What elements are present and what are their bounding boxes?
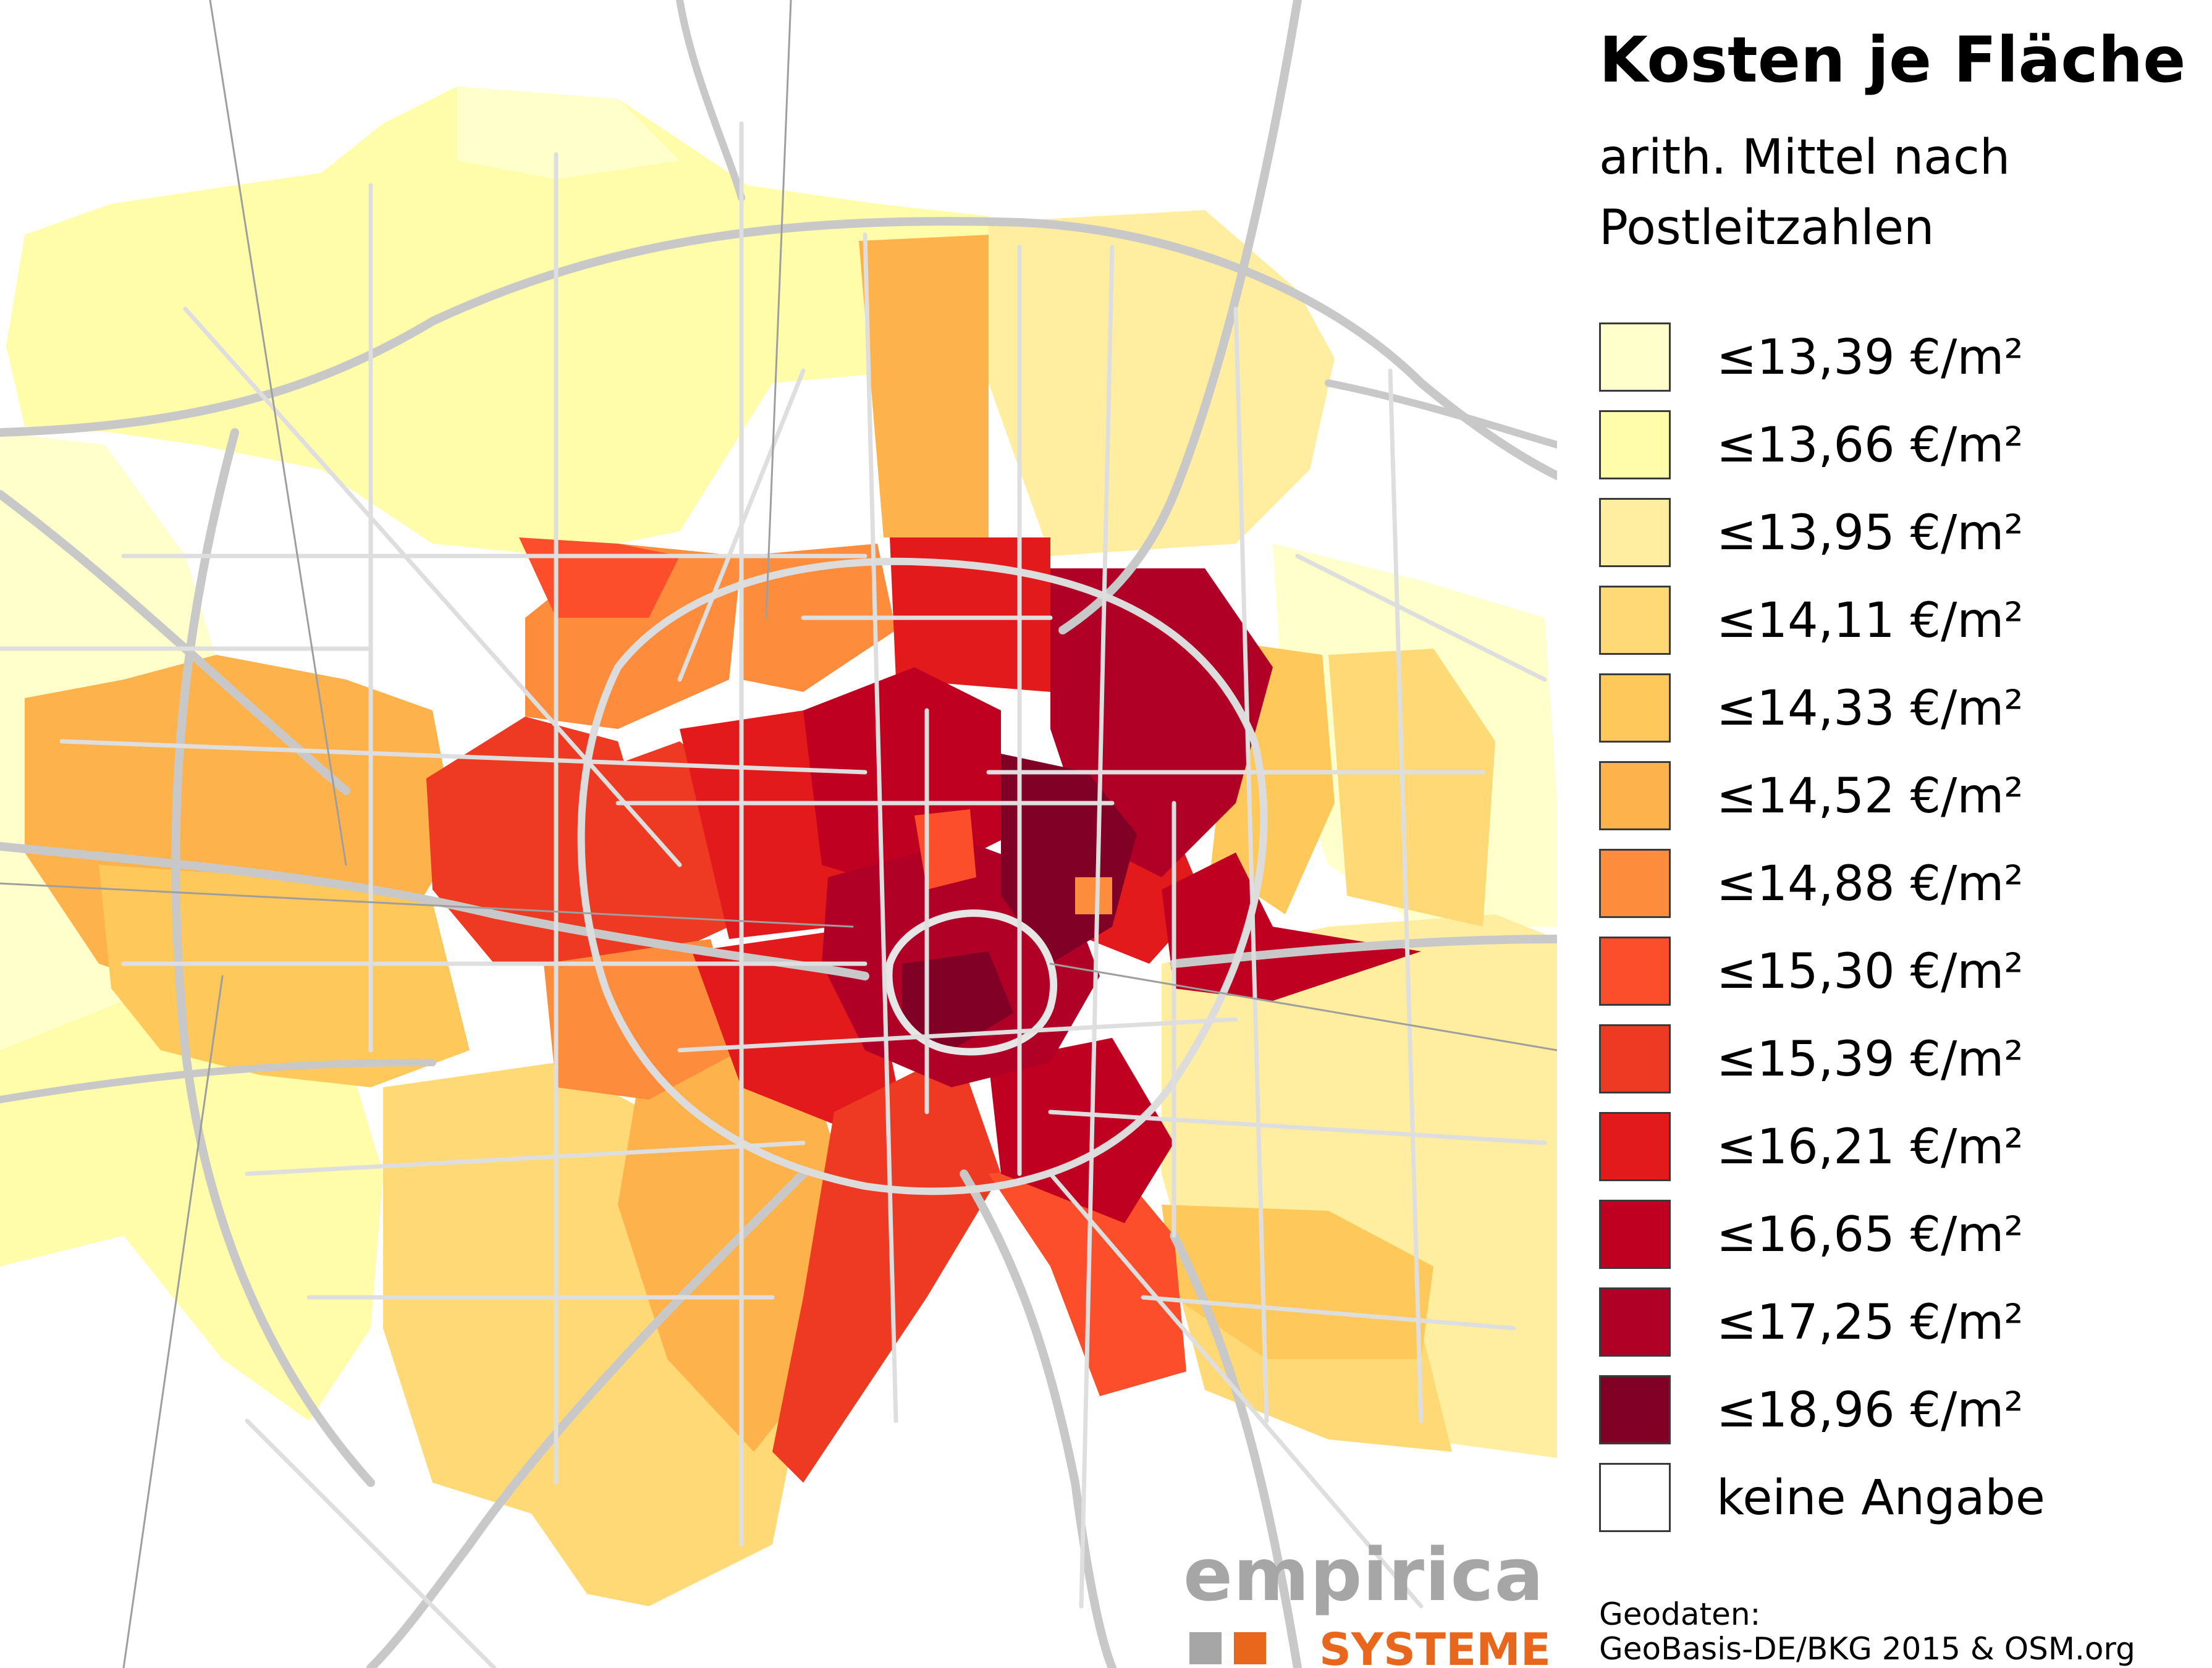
legend-label: ≤18,96 €/m² <box>1716 1383 2024 1438</box>
legend-label: ≤17,25 €/m² <box>1716 1295 2024 1350</box>
legend-panel: Kosten je Fläche arith. Mittel nach Post… <box>1557 0 2212 1668</box>
region-east-ring-2 <box>1328 649 1495 927</box>
region-southwest-outer <box>0 1001 383 1421</box>
motorway-west-long <box>0 1059 436 1103</box>
logo-square-grey <box>1189 1632 1222 1664</box>
map-svg <box>0 0 1557 1668</box>
legend-item: ≤15,39 €/m² <box>1599 1024 2155 1112</box>
legend-item: ≤18,96 €/m² <box>1599 1375 2155 1463</box>
legend-label: ≤15,39 €/m² <box>1716 1032 2024 1087</box>
logo-subtitle: SYSTEME <box>1319 1624 1551 1668</box>
legend-item: ≤14,33 €/m² <box>1599 673 2155 761</box>
legend-title: Kosten je Fläche <box>1599 23 2186 97</box>
region-south-outer <box>383 1063 803 1606</box>
motorway-west-ring <box>171 428 375 1487</box>
legend-label: ≤13,66 €/m² <box>1716 418 2024 473</box>
region-south-center-red <box>772 1050 1001 1483</box>
region-center-inner <box>914 809 976 890</box>
attribution-line-2: GeoBasis-DE/BKG 2015 & OSM.org <box>1599 1631 2135 1667</box>
legend-item: ≤16,21 €/m² <box>1599 1112 2155 1200</box>
legend-swatch <box>1599 586 1671 655</box>
motorway-north-top <box>676 0 745 201</box>
region-center-core-2 <box>902 951 1013 1050</box>
region-north-red <box>890 537 1050 692</box>
legend-swatch <box>1599 1287 1671 1357</box>
motorway-south <box>960 1169 1117 1668</box>
region-east-dark <box>1162 853 1421 1001</box>
motorway-north-ring <box>0 217 1557 480</box>
legend-item: ≤14,11 €/m² <box>1599 586 2155 673</box>
region-west-inner-red <box>544 741 741 964</box>
legend-label: ≤14,33 €/m² <box>1716 681 2024 736</box>
attribution: Geodaten: GeoBasis-DE/BKG 2015 & OSM.org <box>1599 1597 2135 1666</box>
legend-item: ≤13,95 €/m² <box>1599 498 2155 586</box>
legend-item: ≤16,65 €/m² <box>1599 1200 2155 1287</box>
legend-swatch <box>1599 673 1671 743</box>
region-layer <box>0 86 1557 1606</box>
motorway-northwest <box>0 490 350 795</box>
legend-swatch <box>1599 322 1671 392</box>
legend-item: ≤13,39 €/m² <box>1599 322 2155 410</box>
legend-item: ≤15,30 €/m² <box>1599 937 2155 1024</box>
legend-swatch <box>1599 761 1671 830</box>
legend-swatch <box>1599 498 1671 567</box>
empirica-logo: empirica SYSTEME <box>1183 1532 1566 1668</box>
legend-item: ≤17,25 €/m² <box>1599 1287 2155 1375</box>
legend-label: ≤13,95 €/m² <box>1716 505 2024 561</box>
region-center-inner-2 <box>1075 877 1112 914</box>
legend-label: ≤16,65 €/m² <box>1716 1207 2024 1263</box>
legend-item: ≤14,88 €/m² <box>1599 849 2155 937</box>
region-north-strip <box>859 235 989 537</box>
legend-swatch-no-data <box>1599 1463 1671 1532</box>
legend-swatch <box>1599 1024 1671 1093</box>
legend-label: ≤15,30 €/m² <box>1716 944 2024 1000</box>
motorway-north <box>1058 0 1302 634</box>
legend-item: ≤13,66 €/m² <box>1599 410 2155 498</box>
region-southwest-ring <box>544 939 741 1100</box>
road-layer <box>0 0 1557 1668</box>
legend-item: ≤14,52 €/m² <box>1599 761 2155 849</box>
street-grid <box>0 121 1547 1668</box>
legend-label-no-data: keine Angabe <box>1716 1470 2045 1526</box>
legend-label: ≤14,11 €/m² <box>1716 593 2024 649</box>
legend-item-no-data: keine Angabe <box>1599 1463 2155 1551</box>
choropleth-map[interactable] <box>0 0 1557 1668</box>
attribution-line-1: Geodaten: <box>1599 1596 1761 1632</box>
logo-square-orange <box>1234 1632 1266 1664</box>
logo-wordmark: empirica <box>1183 1532 1545 1617</box>
motorway-east <box>1170 935 1557 968</box>
legend-label: ≤14,88 €/m² <box>1716 856 2024 912</box>
legend-subtitle: arith. Mittel nach Postleitzahlen <box>1599 130 2011 256</box>
region-north-outer <box>6 86 1019 556</box>
motorway-northeast <box>1325 379 1557 449</box>
region-west-inner <box>99 865 470 1087</box>
legend-swatch <box>1599 1200 1671 1269</box>
region-southeast-ring <box>1162 1205 1433 1359</box>
legend-swatch <box>1599 1375 1671 1444</box>
railway-lines <box>0 0 1557 1668</box>
legend-label: ≤13,39 €/m² <box>1716 330 2024 385</box>
region-nw-outer <box>457 86 680 179</box>
legend-list: ≤13,39 €/m² ≤13,66 €/m² ≤13,95 €/m² ≤14,… <box>1599 322 2155 1551</box>
legend-label: ≤14,52 €/m² <box>1716 769 2024 824</box>
motorway-southeast <box>1170 1231 1302 1668</box>
motorway-southwest <box>366 1169 808 1668</box>
legend-swatch <box>1599 937 1671 1006</box>
legend-swatch <box>1599 849 1671 918</box>
region-north-mid <box>989 210 1335 556</box>
legend-label: ≤16,21 €/m² <box>1716 1119 2024 1175</box>
legend-swatch <box>1599 1112 1671 1181</box>
legend-swatch <box>1599 410 1671 479</box>
